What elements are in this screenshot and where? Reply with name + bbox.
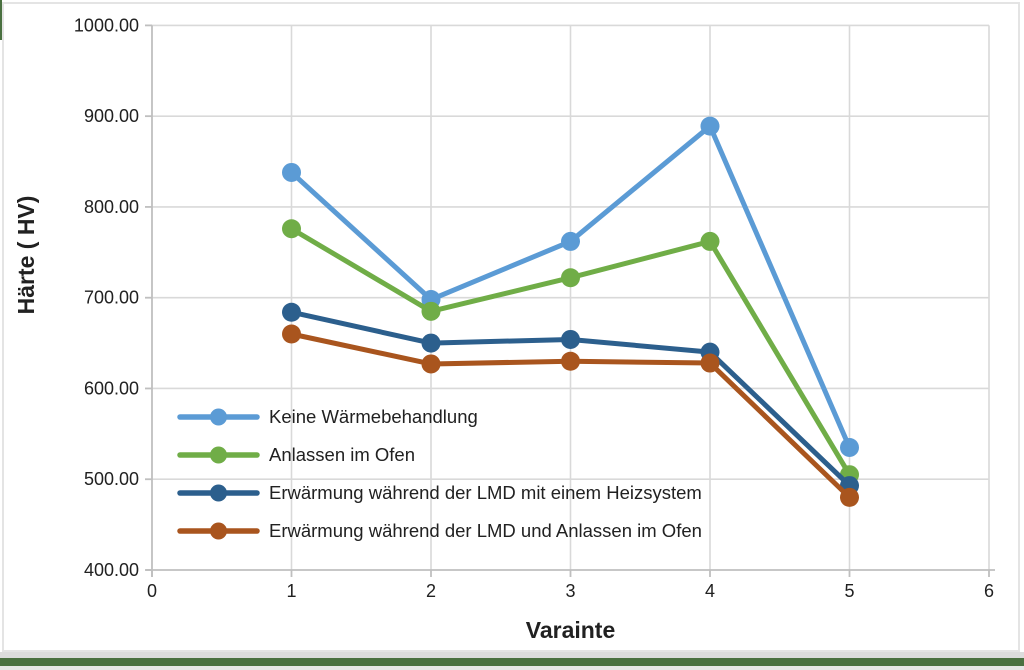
bottom-divider-upper xyxy=(0,652,1024,658)
y-tick-label: 900.00 xyxy=(84,106,139,126)
x-tick-label: 4 xyxy=(705,581,715,601)
x-tick-label: 0 xyxy=(147,581,157,601)
y-tick-label: 500.00 xyxy=(84,469,139,489)
y-tick-label: 800.00 xyxy=(84,197,139,217)
y-tick-label: 600.00 xyxy=(84,378,139,398)
gridlines xyxy=(152,24,990,570)
data-series xyxy=(282,116,859,507)
legend-marker-point xyxy=(210,446,227,464)
data-point-series-2 xyxy=(561,329,580,349)
x-tick-label: 6 xyxy=(984,581,994,601)
left-accent-edge xyxy=(0,0,2,40)
x-tick-label: 1 xyxy=(286,581,296,601)
data-point-series-1 xyxy=(421,301,441,321)
legend: Keine Wärmebehandlung Anlassen im Ofen Erw… xyxy=(177,406,702,541)
data-point-series-3 xyxy=(421,354,441,374)
data-point-series-1 xyxy=(561,268,580,288)
x-axis-title: Varainte xyxy=(526,617,616,643)
bottom-divider-lower xyxy=(0,666,1024,670)
data-point-series-1 xyxy=(282,219,301,239)
data-point-series-3 xyxy=(561,351,580,371)
data-point-series-0 xyxy=(840,437,859,457)
legend-marker-point xyxy=(210,522,227,540)
data-point-series-3 xyxy=(840,487,859,507)
x-tick-label: 3 xyxy=(565,581,575,601)
legend-label: Keine Wärmebehandlung xyxy=(269,406,478,427)
data-point-series-0 xyxy=(561,231,580,251)
bottom-accent-bar xyxy=(0,658,1024,666)
data-point-series-3 xyxy=(282,324,301,344)
legend-label: Erwärmung während der LMD und Anlassen i… xyxy=(269,520,702,541)
legend-label: Anlassen im Ofen xyxy=(269,444,415,465)
y-tick-label: 1000.00 xyxy=(74,15,139,35)
y-axis-title: Härte ( HV) xyxy=(13,196,39,315)
x-tick-label: 5 xyxy=(844,581,854,601)
data-point-series-3 xyxy=(700,353,720,373)
legend-label: Erwärmung während der LMD mit einem Heiz… xyxy=(269,482,702,503)
data-point-series-1 xyxy=(700,231,720,251)
data-point-series-2 xyxy=(421,333,441,353)
legend-marker-point xyxy=(210,484,227,502)
y-tick-label: 400.00 xyxy=(84,560,139,580)
legend-marker-point xyxy=(210,408,227,426)
data-point-series-0 xyxy=(282,162,301,182)
x-tick-label: 2 xyxy=(426,581,436,601)
data-point-series-0 xyxy=(700,116,720,136)
data-point-series-2 xyxy=(282,302,301,322)
axes: 0 1 2 3 4 5 6 400.00 500.00 600.00 700.00 800.00 900… xyxy=(74,15,995,601)
axis-labels: Varainte Härte ( HV) xyxy=(13,196,615,643)
y-tick-label: 700.00 xyxy=(84,288,139,308)
